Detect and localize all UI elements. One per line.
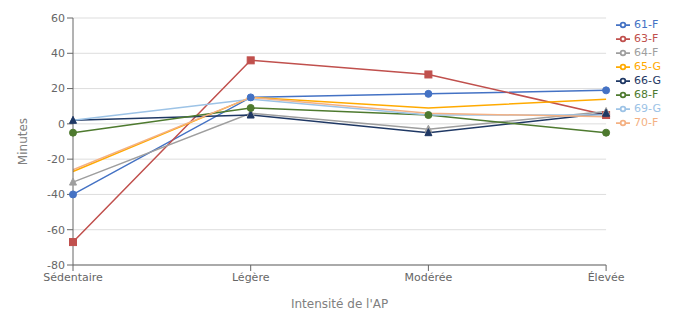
svg-text:-60: -60	[47, 224, 65, 237]
svg-text:20: 20	[51, 82, 65, 95]
html-text:65-G: 65-G	[634, 60, 661, 73]
html-text:66-G: 66-G	[634, 74, 661, 87]
html-text:63-F: 63-F	[634, 32, 659, 45]
svg-text:-20: -20	[47, 153, 65, 166]
svg-text:0: 0	[58, 118, 65, 131]
html-text:64-F: 64-F	[634, 46, 659, 59]
svg-text:-40: -40	[47, 188, 65, 201]
html-text:68-F: 68-F	[634, 88, 659, 101]
html-text:70-F: 70-F	[634, 116, 659, 129]
svg-text:Modérée: Modérée	[404, 271, 452, 284]
svg-text:Élevée: Élevée	[588, 271, 625, 284]
svg-text:60: 60	[51, 12, 65, 25]
svg-text:Légère: Légère	[232, 271, 270, 284]
svg-text:Minutes: Minutes	[16, 118, 30, 165]
svg-text:-80: -80	[47, 259, 65, 272]
svg-text:Sédentaire: Sédentaire	[43, 271, 103, 284]
svg-text:40: 40	[51, 47, 65, 60]
svg-text:Intensité de l'AP: Intensité de l'AP	[291, 297, 388, 311]
html-text:61-F: 61-F	[634, 18, 659, 31]
html-text:69-G: 69-G	[634, 102, 661, 115]
